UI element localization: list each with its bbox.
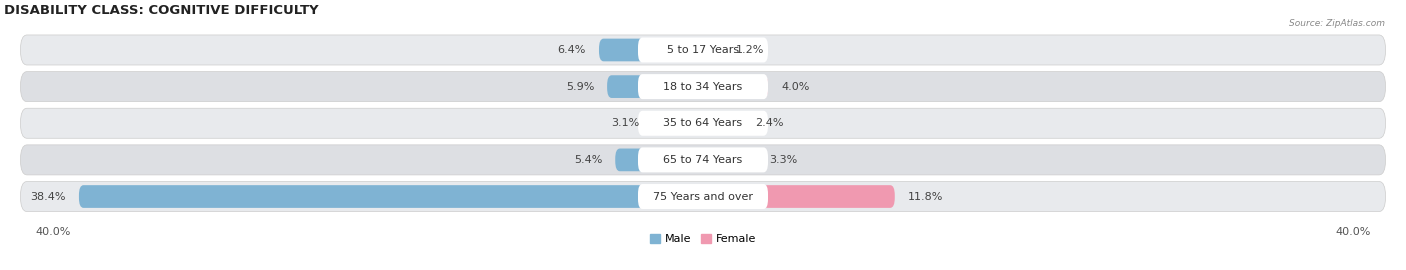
FancyBboxPatch shape xyxy=(638,38,768,62)
FancyBboxPatch shape xyxy=(638,74,768,99)
FancyBboxPatch shape xyxy=(21,108,1385,138)
FancyBboxPatch shape xyxy=(21,145,1385,175)
FancyBboxPatch shape xyxy=(638,147,768,172)
Text: 6.4%: 6.4% xyxy=(558,45,586,55)
Text: 4.0%: 4.0% xyxy=(780,82,810,92)
FancyBboxPatch shape xyxy=(703,148,756,171)
Text: 5.9%: 5.9% xyxy=(565,82,595,92)
FancyBboxPatch shape xyxy=(703,112,742,135)
FancyBboxPatch shape xyxy=(652,112,703,135)
FancyBboxPatch shape xyxy=(79,185,703,208)
Text: 18 to 34 Years: 18 to 34 Years xyxy=(664,82,742,92)
FancyBboxPatch shape xyxy=(599,39,703,61)
FancyBboxPatch shape xyxy=(638,111,768,136)
Text: 38.4%: 38.4% xyxy=(31,191,66,201)
Text: 3.3%: 3.3% xyxy=(769,155,797,165)
FancyBboxPatch shape xyxy=(21,72,1385,102)
FancyBboxPatch shape xyxy=(703,185,894,208)
FancyBboxPatch shape xyxy=(638,184,768,209)
Text: 3.1%: 3.1% xyxy=(612,118,640,128)
Text: 75 Years and over: 75 Years and over xyxy=(652,191,754,201)
Text: 11.8%: 11.8% xyxy=(908,191,943,201)
FancyBboxPatch shape xyxy=(21,35,1385,65)
Text: 2.4%: 2.4% xyxy=(755,118,783,128)
FancyBboxPatch shape xyxy=(616,148,703,171)
Text: DISABILITY CLASS: COGNITIVE DIFFICULTY: DISABILITY CLASS: COGNITIVE DIFFICULTY xyxy=(4,4,319,17)
FancyBboxPatch shape xyxy=(607,75,703,98)
Legend: Male, Female: Male, Female xyxy=(645,229,761,249)
FancyBboxPatch shape xyxy=(703,39,723,61)
Text: 1.2%: 1.2% xyxy=(735,45,763,55)
FancyBboxPatch shape xyxy=(21,181,1385,212)
FancyBboxPatch shape xyxy=(703,75,768,98)
Text: 65 to 74 Years: 65 to 74 Years xyxy=(664,155,742,165)
Text: Source: ZipAtlas.com: Source: ZipAtlas.com xyxy=(1289,19,1385,28)
Text: 5 to 17 Years: 5 to 17 Years xyxy=(666,45,740,55)
Text: 5.4%: 5.4% xyxy=(574,155,602,165)
Text: 35 to 64 Years: 35 to 64 Years xyxy=(664,118,742,128)
